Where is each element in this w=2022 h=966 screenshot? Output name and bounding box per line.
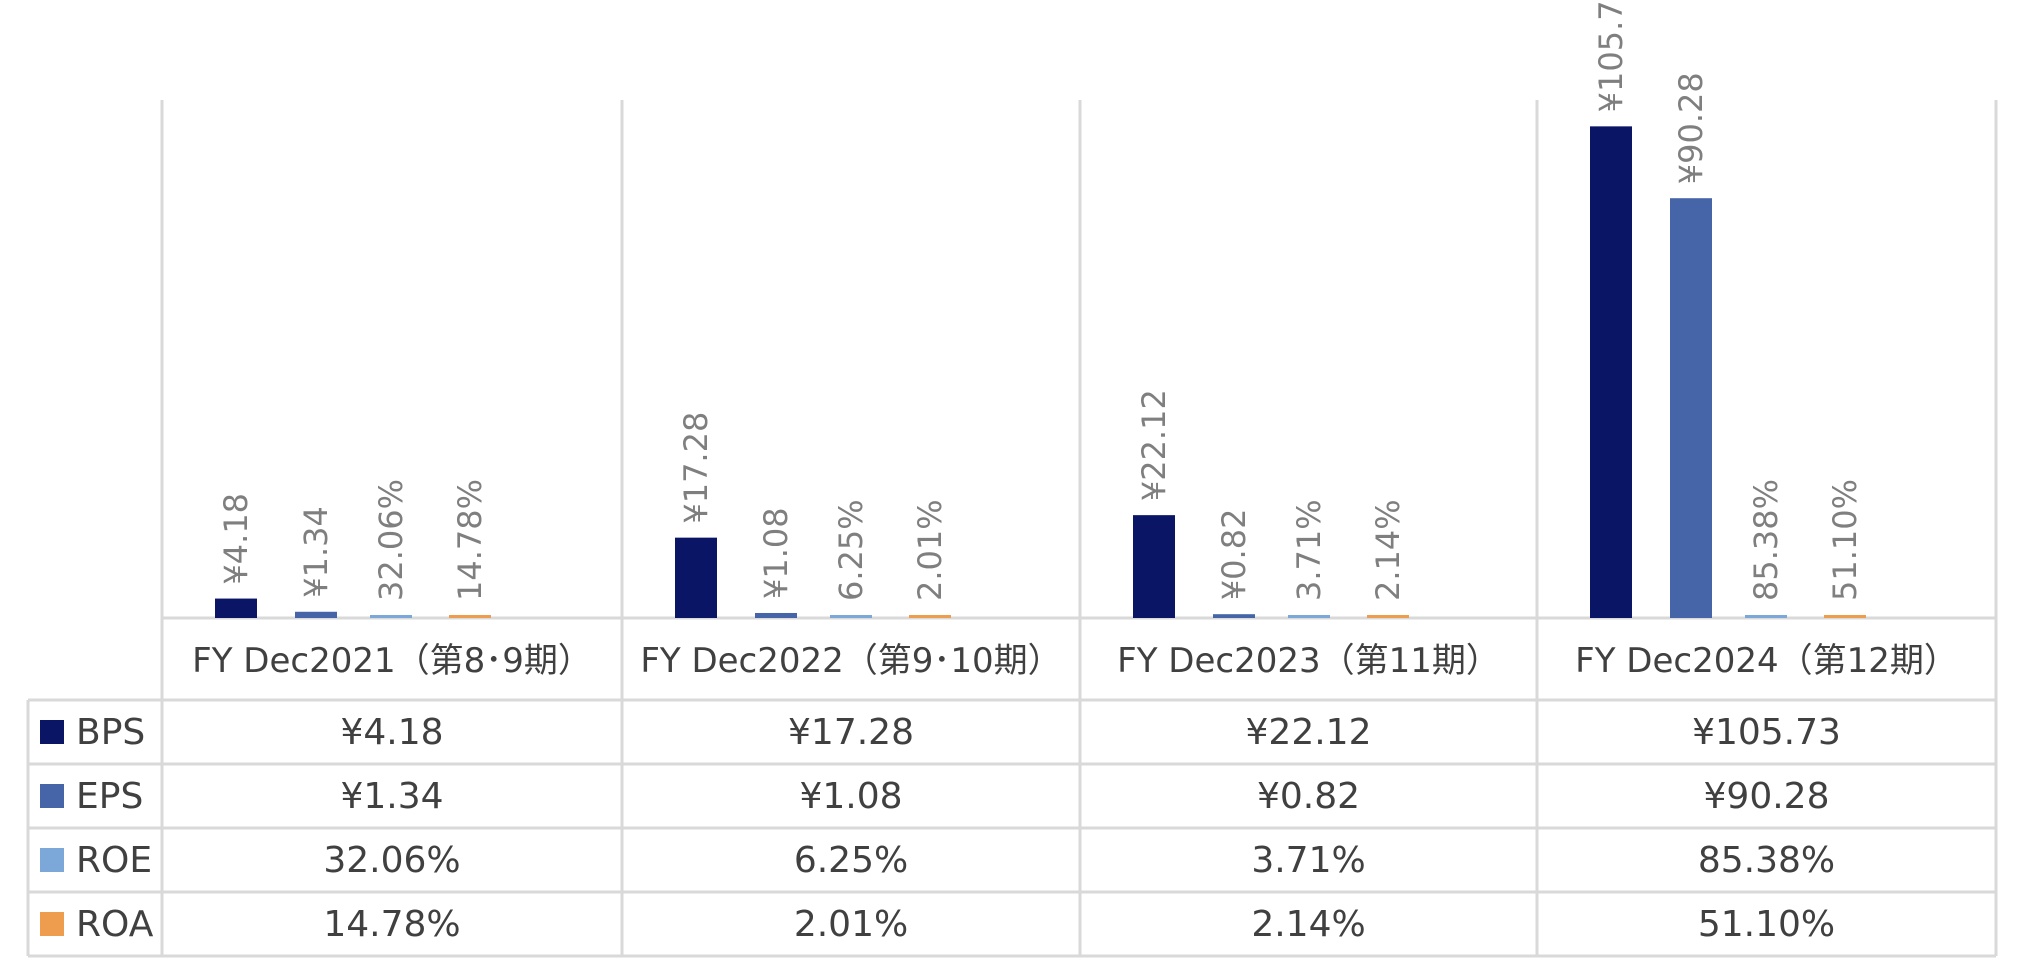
bar-eps-1 [295,611,337,618]
bar-bps-4 [1590,126,1632,618]
table-cell-bps-3: ¥22.12 [1246,712,1372,753]
legend-key-bps [40,720,64,744]
bar-bps-2 [675,537,717,618]
bar-eps-2 [755,612,797,618]
bar-roe-2 [830,615,872,618]
data-label-roa-3: 2.14% [1369,499,1407,601]
data-label-bps-1: ¥4.18 [217,493,255,585]
table-cell-bps-2: ¥17.28 [788,712,914,753]
data-label-bps-4: ¥105.73 [1592,0,1630,112]
category-label: FY Dec2022（第9･10期） [640,641,1061,681]
chart-bars [215,126,1866,618]
bar-bps-1 [215,598,257,618]
series-name-roa: ROA [76,904,154,945]
table-cell-bps-1: ¥4.18 [340,712,443,753]
data-label-roa-2: 2.01% [911,499,949,601]
data-label-roa-4: 51.10% [1826,479,1864,601]
bar-roe-3 [1288,615,1330,618]
bar-roa-3 [1367,615,1409,618]
table-cell-roe-3: 3.71% [1251,840,1365,881]
table-cell-roa-1: 14.78% [323,904,460,945]
bar-roa-4 [1824,615,1866,618]
data-label-bps-2: ¥17.28 [677,412,715,524]
data-label-roe-3: 3.71% [1290,499,1328,601]
bar-bps-3 [1133,515,1175,618]
table-cell-roe-1: 32.06% [323,840,460,881]
series-name-eps: EPS [76,776,143,817]
bar-eps-3 [1213,614,1255,618]
table-cell-eps-1: ¥1.34 [340,776,443,817]
legend-key-eps [40,784,64,808]
data-label-eps-4: ¥90.28 [1672,72,1710,184]
table-cell-eps-3: ¥0.82 [1257,776,1360,817]
bar-roa-2 [909,615,951,618]
category-label: FY Dec2021（第8･9期） [192,641,592,681]
series-name-roe: ROE [76,840,152,881]
data-label-roe-1: 32.06% [372,479,410,601]
data-label-eps-1: ¥1.34 [297,506,335,598]
category-label: FY Dec2023（第11期） [1117,641,1500,681]
legend-key-roa [40,912,64,936]
data-label-roe-2: 6.25% [832,499,870,601]
table-cell-roa-3: 2.14% [1251,904,1365,945]
table-cell-roa-4: 51.10% [1698,904,1835,945]
table-cell-eps-2: ¥1.08 [799,776,902,817]
table-cell-bps-4: ¥105.73 [1692,712,1841,753]
legend-key-roe [40,848,64,872]
bar-eps-4 [1670,198,1712,618]
data-label-roe-4: 85.38% [1747,479,1785,601]
data-label-roa-1: 14.78% [451,479,489,601]
data-label-eps-3: ¥0.82 [1215,509,1253,601]
data-table: FY Dec2021（第8･9期） FY Dec2022（第9･10期） FY De… [40,641,1958,945]
table-cell-roa-2: 2.01% [794,904,908,945]
bar-roe-4 [1745,615,1787,618]
table-cell-roe-4: 85.38% [1698,840,1835,881]
bar-roe-1 [370,615,412,618]
series-name-bps: BPS [76,712,145,753]
table-cell-eps-4: ¥90.28 [1704,776,1830,817]
chart-data-labels: ¥4.18 ¥1.34 32.06% 14.78% ¥17.28 ¥1.08 6.25% 2.… [217,0,1864,601]
table-cell-roe-2: 6.25% [794,840,908,881]
bar-roa-1 [449,615,491,618]
data-label-bps-3: ¥22.12 [1135,389,1173,501]
data-label-eps-2: ¥1.08 [757,507,795,599]
category-label: FY Dec2024（第12期） [1575,641,1958,681]
